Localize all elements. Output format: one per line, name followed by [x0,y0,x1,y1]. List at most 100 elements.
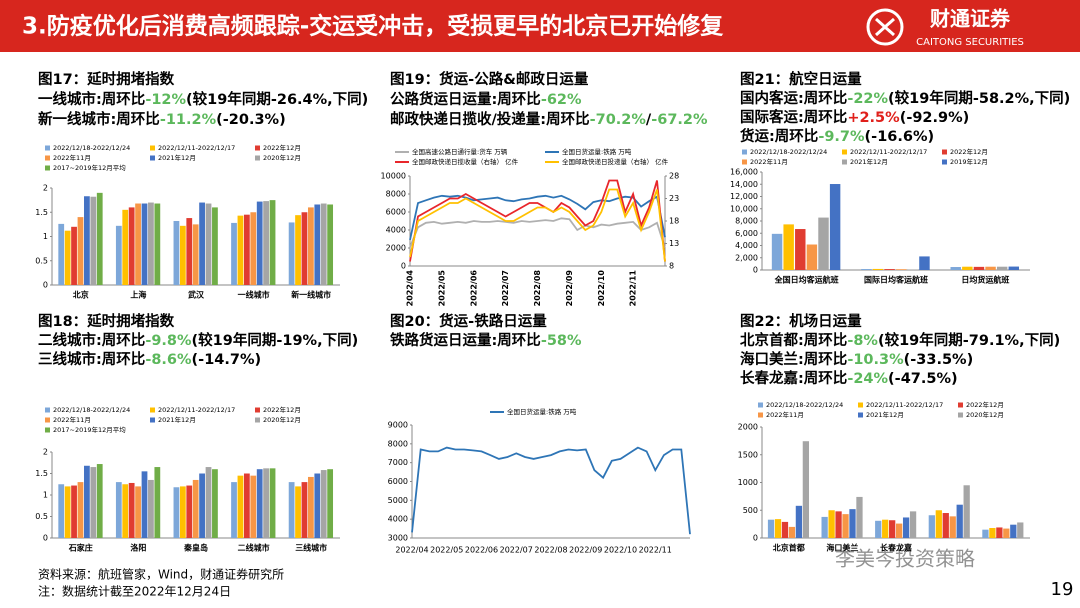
note-part: (较19年同期-79.1%,下同) [878,331,1060,349]
x-tick-label: 2022/11 [639,546,672,555]
line-series [411,446,691,535]
legend-label: 2022年11月 [53,153,91,162]
bar [77,217,84,285]
note-part: -9.8% [145,333,192,349]
note-part: 国内客运:周环比 [740,89,847,107]
bar [973,266,985,270]
x-tick-label: 2022/04 [406,270,415,307]
bar [269,468,276,538]
y-tick-label: 8,000 [735,217,758,226]
bar [314,204,321,285]
bar [956,504,963,538]
bar [307,476,314,538]
y-tick-label: 2000 [386,244,406,253]
x-tick-label: 全国日均客运航班 [774,275,839,285]
bar [84,465,90,538]
bar [996,527,1003,538]
bar [928,515,935,538]
legend-swatch [255,155,260,161]
y-tick-label: 12,000 [730,192,758,201]
legend-swatch [150,145,155,151]
bar [250,475,257,538]
bar [950,267,961,270]
y-tick-label: 6000 [388,477,408,486]
header-band [0,0,1080,52]
bar [963,485,970,538]
source-note: 资料来源：航班管家，Wind，财通证券研究所 [38,567,284,582]
legend-swatch [742,159,747,165]
y-tick-label: 6000 [386,208,406,217]
bar [818,217,829,270]
y2-tick-label: 13 [669,239,679,248]
note-part: -24% [847,371,888,387]
bar [179,225,186,285]
x-tick-label: 2022/11 [629,270,638,307]
x-tick-label: 一线城市 [238,290,270,300]
bar [307,207,314,285]
x-tick-label: 2022/08 [533,270,542,307]
bar [269,200,276,285]
bar [767,519,775,538]
y-tick-label: 0 [43,281,48,290]
legend-label: 2022年11月 [766,410,804,419]
x-tick-label: 2022/08 [534,546,567,555]
legend-swatch [842,149,847,155]
bar [295,486,301,538]
bar [90,467,97,538]
bar [71,226,77,285]
y-tick-label: 10,000 [730,204,758,213]
bar [771,233,783,270]
y-tick-label: 0 [753,534,758,543]
legend-label: 2022年12月 [950,147,988,156]
bar [1003,528,1010,538]
bar [982,529,989,538]
bar [141,203,148,285]
legend-label: 全国日货运量:铁路 万吨 [507,407,577,416]
bar [243,473,250,538]
note-part: 一线城市:周环比 [38,90,145,108]
bar [320,470,327,538]
bar [1010,524,1017,538]
note-part: / [646,112,652,128]
bar [84,196,90,285]
panel-title: 图21：航空日运量 [740,70,862,88]
legend-swatch [942,149,947,155]
watermark: 李美岑投资策略 [835,547,975,571]
bar [135,486,141,538]
bar [962,266,973,270]
bar [199,202,205,285]
note-part: (-92.9%) [900,110,970,126]
bar [909,511,917,538]
y-tick-label: 7000 [388,458,408,467]
x-tick-label: 2022/10 [597,270,606,307]
bar [889,520,896,538]
legend-swatch [858,402,863,408]
y-tick-label: 0 [43,534,48,543]
y-tick-label: 16,000 [730,168,758,177]
bar [783,224,794,270]
note-part: -22% [847,91,888,107]
bar [902,517,910,538]
legend-label: 2020年12月 [263,153,301,162]
note-part: -70.2% [590,112,647,128]
legend-label: 2022年12月 [263,143,301,152]
x-tick-label: 2022/05 [437,270,446,307]
note-part: 海口美兰:周环比 [740,350,847,368]
panel-title: 图19：货运-公路&邮政日运量 [390,70,589,88]
y-tick-label: 0.5 [35,256,48,265]
bar [237,215,244,285]
bar [861,269,872,270]
legend-swatch [150,407,155,413]
bar [288,482,295,538]
panel-note: 海口美兰:周环比-10.3%(-33.5%) [740,350,973,368]
legend-swatch [742,149,747,155]
bar [942,513,949,538]
bar [301,482,308,538]
bar [115,225,122,285]
legend-label: 全国日货运量:铁路 万吨 [562,147,632,156]
legend-label: 全国邮政快递日投递量（右轴） 亿件 [562,157,669,166]
y-tick-label: 4000 [386,226,406,235]
bar [856,496,863,538]
bar [882,519,889,538]
legend-swatch [958,412,963,418]
